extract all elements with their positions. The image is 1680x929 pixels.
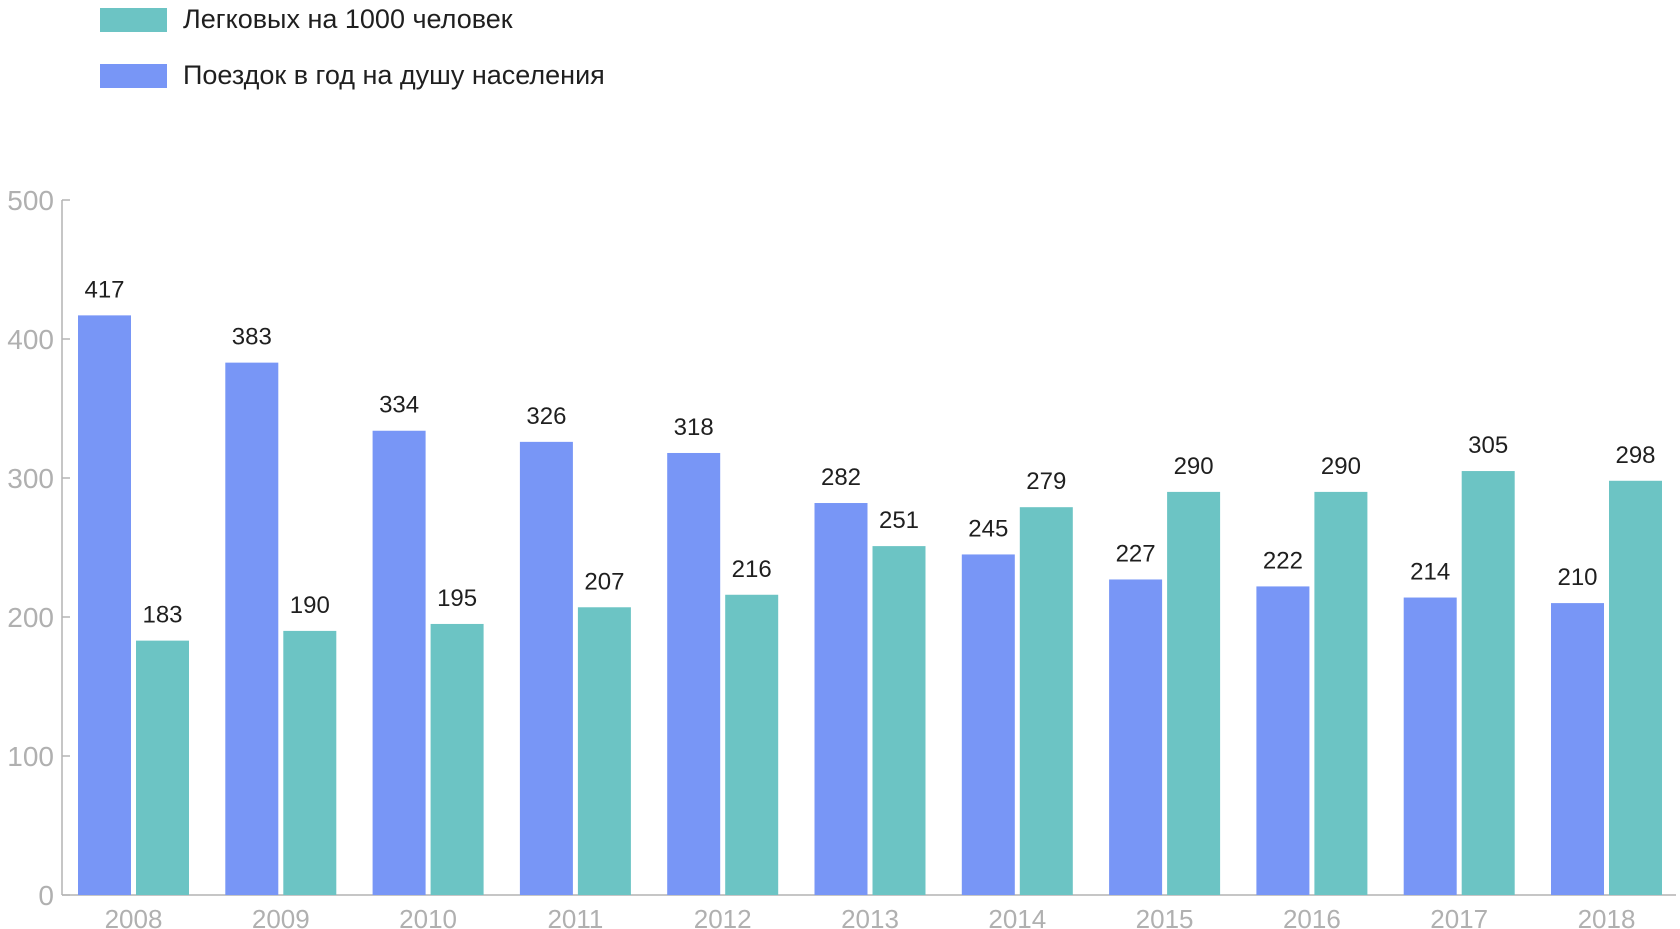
bar-cars (1609, 480, 1662, 895)
bar-cars (1461, 471, 1515, 895)
x-tick-label: 2015 (1136, 904, 1194, 929)
bar-cars (577, 607, 631, 895)
bar-trips (961, 554, 1015, 895)
bar-trips (78, 315, 131, 895)
bar-trips (1109, 579, 1163, 895)
x-tick-label: 2008 (105, 904, 163, 929)
data-label: 207 (584, 568, 624, 595)
x-tick-label: 2018 (1578, 904, 1636, 929)
data-label: 326 (526, 403, 566, 430)
legend-label-trips: Поездок в год на душу населения (183, 60, 605, 90)
bar-trips (372, 430, 426, 895)
data-label: 290 (1321, 453, 1361, 480)
bar-trips (1403, 597, 1457, 895)
legend-item-trips: Поездок в год на душу населения (100, 60, 605, 91)
x-tick-label: 2011 (547, 904, 603, 929)
x-tick-label: 2009 (252, 904, 310, 929)
legend-item-cars: Легковых на 1000 человек (100, 4, 513, 35)
bar-trips (1551, 603, 1604, 895)
data-label: 334 (379, 392, 419, 419)
data-label: 383 (232, 324, 272, 351)
bar-trips (667, 452, 721, 895)
bar-trips (814, 503, 868, 895)
bar-cars (1019, 507, 1073, 895)
data-label: 227 (1116, 540, 1156, 567)
y-tick-label: 400 (7, 324, 54, 355)
x-tick-label: 2017 (1430, 904, 1488, 929)
y-tick-label: 100 (7, 741, 54, 772)
bar-cars (283, 630, 337, 895)
data-label: 251 (879, 507, 919, 534)
data-label: 195 (437, 585, 477, 612)
legend-swatch-trips (100, 63, 167, 88)
x-tick-label: 2013 (841, 904, 899, 929)
data-label: 190 (290, 592, 330, 619)
data-label: 210 (1557, 564, 1597, 591)
bar-cars (430, 623, 484, 895)
data-label: 305 (1468, 432, 1508, 459)
bar-trips (225, 362, 279, 895)
data-label: 183 (142, 602, 182, 629)
bar-cars (1167, 491, 1221, 895)
x-tick-label: 2010 (399, 904, 457, 929)
x-tick-label: 2016 (1283, 904, 1341, 929)
bar-cars (872, 546, 926, 895)
y-tick-label: 500 (7, 185, 54, 216)
bar-cars (136, 640, 189, 895)
y-tick-label: 300 (7, 463, 54, 494)
data-label: 298 (1615, 442, 1655, 469)
bar-cars (1314, 491, 1368, 895)
legend-label-cars: Легковых на 1000 человек (183, 4, 513, 34)
data-label: 214 (1410, 559, 1450, 586)
data-label: 279 (1026, 468, 1066, 495)
x-tick-label: 2014 (988, 904, 1046, 929)
data-label: 318 (674, 414, 714, 441)
data-label: 216 (732, 556, 772, 583)
bar-trips (519, 441, 573, 895)
data-label: 290 (1174, 453, 1214, 480)
data-label: 222 (1263, 547, 1303, 574)
data-label: 282 (821, 464, 861, 491)
bar-cars (725, 594, 779, 895)
legend-swatch-cars (100, 7, 167, 32)
data-label: 245 (968, 515, 1008, 542)
bar-trips (1256, 586, 1310, 895)
y-tick-label: 0 (38, 880, 54, 911)
data-label: 417 (84, 276, 124, 303)
x-tick-label: 2012 (694, 904, 752, 929)
y-tick-label: 200 (7, 602, 54, 633)
